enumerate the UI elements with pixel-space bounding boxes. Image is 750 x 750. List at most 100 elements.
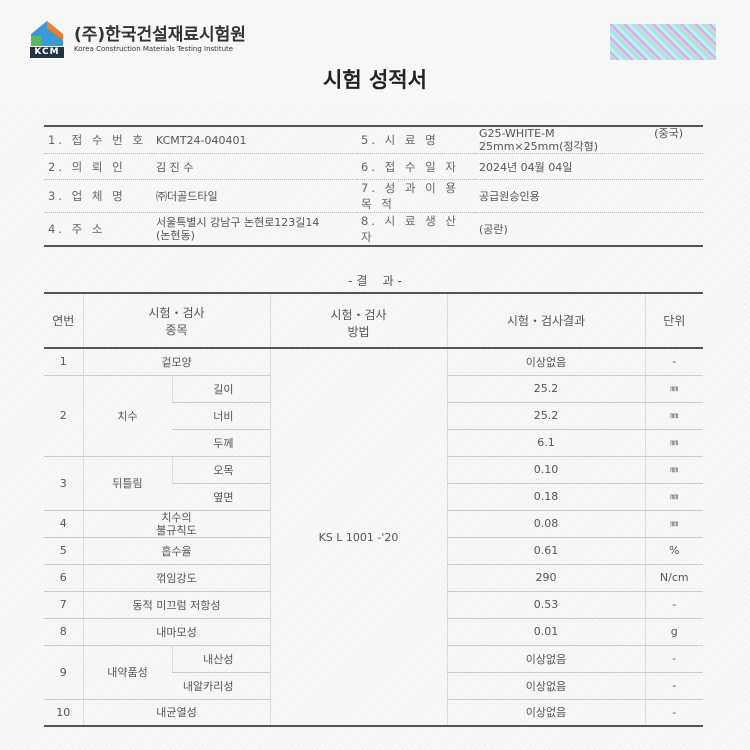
result-row: 5 흡수율 0.61% bbox=[44, 537, 703, 565]
info-row: 2. 의 뢰 인 김 진 수 6. 접 수 일 자 2024년 04월 04일 bbox=[44, 153, 703, 180]
info-label: 2. 의 뢰 인 bbox=[44, 153, 152, 180]
info-table: 1. 접 수 번 호 KCMT24-040401 5. 시 료 명 G25-WH… bbox=[44, 125, 703, 247]
result-row: 6 꺾임강도 290 N/cm bbox=[44, 564, 703, 592]
info-label: 7. 성 과 이 용 목 적 bbox=[357, 179, 475, 213]
sample-origin: (중국) bbox=[654, 127, 683, 140]
row-number: 3 bbox=[44, 456, 83, 511]
address-line: (논현동) bbox=[156, 229, 195, 242]
info-row: 1. 접 수 번 호 KCMT24-040401 5. 시 료 명 G25-WH… bbox=[44, 126, 703, 154]
unit: - bbox=[644, 591, 703, 619]
row-number: 2 bbox=[44, 375, 83, 457]
test-item-line: 치수의 bbox=[161, 510, 192, 524]
test-subitem: 내알카리성 bbox=[172, 672, 270, 700]
info-label: 1. 접 수 번 호 bbox=[44, 126, 152, 154]
info-value: 서울특별시 강남구 논현로123길14 (논현동) bbox=[152, 212, 357, 247]
test-result: 0.53 bbox=[446, 591, 645, 619]
test-result: 0.61 bbox=[446, 537, 645, 565]
header-no: 연번 bbox=[44, 293, 83, 349]
header-item: 시험・검사 종목 bbox=[82, 293, 270, 349]
unit: ㎜ bbox=[644, 510, 703, 538]
results-table: 연번 시험・검사 종목 시험・검사 방법 시험・검사결과 단위 1 겉모양 KS L 1… bbox=[44, 292, 703, 727]
org-name-en: Korea Construction Materials Testing Ins… bbox=[74, 45, 234, 53]
row-number: 10 bbox=[44, 699, 83, 727]
test-item: 내마모성 bbox=[82, 618, 270, 646]
sample-size: 25mm×25mm(정각형) bbox=[479, 140, 599, 153]
test-subitem: 두께 bbox=[172, 429, 270, 457]
test-subitem: 길이 bbox=[171, 375, 270, 403]
test-subitem: 너비 bbox=[172, 402, 270, 430]
info-label: 5. 시 료 명 bbox=[357, 126, 475, 154]
unit: - bbox=[644, 348, 703, 376]
row-number: 9 bbox=[44, 645, 83, 700]
test-result: 0.18 bbox=[446, 483, 645, 511]
row-number: 7 bbox=[44, 591, 83, 619]
test-subitem: 옆면 bbox=[172, 483, 270, 511]
test-result: 이상없음 bbox=[446, 348, 645, 376]
result-row: 9 내약품성 내산성 이상없음 - bbox=[44, 645, 703, 700]
kcm-logo-text: KCM bbox=[30, 47, 64, 58]
unit: - bbox=[644, 645, 703, 673]
info-row: 3. 업 체 명 ㈜더골드타일 7. 성 과 이 용 목 적 공급원승인용 bbox=[44, 179, 703, 213]
test-item: 꺾임강도 bbox=[82, 564, 270, 592]
unit: ㎜ bbox=[644, 456, 703, 484]
unit: ㎜ bbox=[644, 429, 703, 457]
org-name-ko: (주)한국건설재료시험원 bbox=[74, 25, 246, 45]
row-number: 1 bbox=[44, 348, 83, 376]
test-item: 치수의 불규칙도 bbox=[82, 510, 270, 538]
test-item: 내약품성 bbox=[82, 645, 172, 700]
test-result: 6.1 bbox=[446, 429, 645, 457]
header-method: 시험・검사 방법 bbox=[269, 293, 447, 349]
test-result: 이상없음 bbox=[446, 699, 645, 727]
test-item: 뒤틀림 bbox=[82, 456, 172, 511]
header-row: 연번 시험・검사 종목 시험・검사 방법 시험・검사결과 단위 bbox=[44, 293, 703, 349]
results-heading: - 결 과 - bbox=[348, 274, 402, 288]
result-row: 2 치수 길이 25.2 ㎜ bbox=[44, 375, 703, 457]
info-label: 4. 주 소 bbox=[44, 212, 152, 247]
info-value: 공급원승인용 bbox=[475, 179, 703, 213]
unit: - bbox=[644, 699, 703, 727]
unit: ㎜ bbox=[644, 375, 703, 403]
header-unit: 단위 bbox=[644, 293, 703, 349]
test-result: 25.2 bbox=[446, 402, 645, 430]
test-result: 290 bbox=[446, 564, 645, 592]
row-number: 5 bbox=[44, 537, 83, 565]
test-item: 동적 미끄럼 저항성 bbox=[82, 591, 270, 619]
test-result: 0.01 bbox=[446, 618, 645, 646]
result-row: 옆면 0.18 ㎜ bbox=[44, 483, 703, 511]
hologram-seal bbox=[610, 24, 716, 60]
result-row: 1 겉모양 KS L 1001 -'20 이상없음 - bbox=[44, 348, 703, 727]
info-label: 8. 시 료 생 산 자 bbox=[357, 212, 475, 247]
result-row: 내알카리성 이상없음 - bbox=[44, 672, 703, 700]
test-result: 25.2 bbox=[446, 375, 645, 403]
info-value: G25-WHITE-M 25mm×25mm(정각형) (중국) bbox=[475, 126, 703, 154]
sample-name: G25-WHITE-M bbox=[479, 127, 555, 140]
result-row: 두께 6.1 ㎜ bbox=[44, 429, 703, 457]
result-row: 4 치수의 불규칙도 0.08 ㎜ bbox=[44, 510, 703, 538]
test-result: 이상없음 bbox=[446, 672, 645, 700]
result-row: 8 내마모성 0.01 g bbox=[44, 618, 703, 646]
kcm-mark: KCM bbox=[28, 20, 66, 58]
test-method: KS L 1001 -'20 bbox=[269, 348, 447, 727]
unit: - bbox=[644, 672, 703, 700]
info-label: 3. 업 체 명 bbox=[44, 179, 152, 213]
info-value: ㈜더골드타일 bbox=[152, 179, 357, 213]
row-number: 4 bbox=[44, 510, 83, 538]
info-value: (공란) bbox=[475, 212, 703, 247]
address-line: 서울특별시 강남구 논현로123길14 bbox=[156, 216, 320, 229]
test-subitem: 내산성 bbox=[171, 645, 270, 673]
test-result: 0.10 bbox=[446, 456, 645, 484]
result-row: 7 동적 미끄럼 저항성 0.53- bbox=[44, 591, 703, 619]
org-logo: KCM (주)한국건설재료시험원 Korea Construction Mate… bbox=[28, 20, 246, 58]
info-value: 김 진 수 bbox=[152, 153, 357, 180]
test-result: 이상없음 bbox=[446, 645, 645, 673]
unit: % bbox=[644, 537, 703, 565]
kcm-house-icon bbox=[31, 21, 63, 46]
test-item: 치수 bbox=[82, 375, 172, 457]
result-row: 너비 25.2 ㎜ bbox=[44, 402, 703, 430]
test-item: 흡수율 bbox=[82, 537, 270, 565]
unit: g bbox=[644, 618, 703, 646]
document-title: 시험 성적서 bbox=[323, 68, 427, 92]
info-value: 2024년 04월 04일 bbox=[475, 153, 703, 180]
info-value: KCMT24-040401 bbox=[152, 126, 357, 154]
info-label: 6. 접 수 일 자 bbox=[357, 153, 475, 180]
